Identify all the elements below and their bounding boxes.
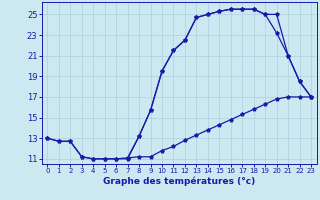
X-axis label: Graphe des températures (°c): Graphe des températures (°c) (103, 177, 255, 186)
